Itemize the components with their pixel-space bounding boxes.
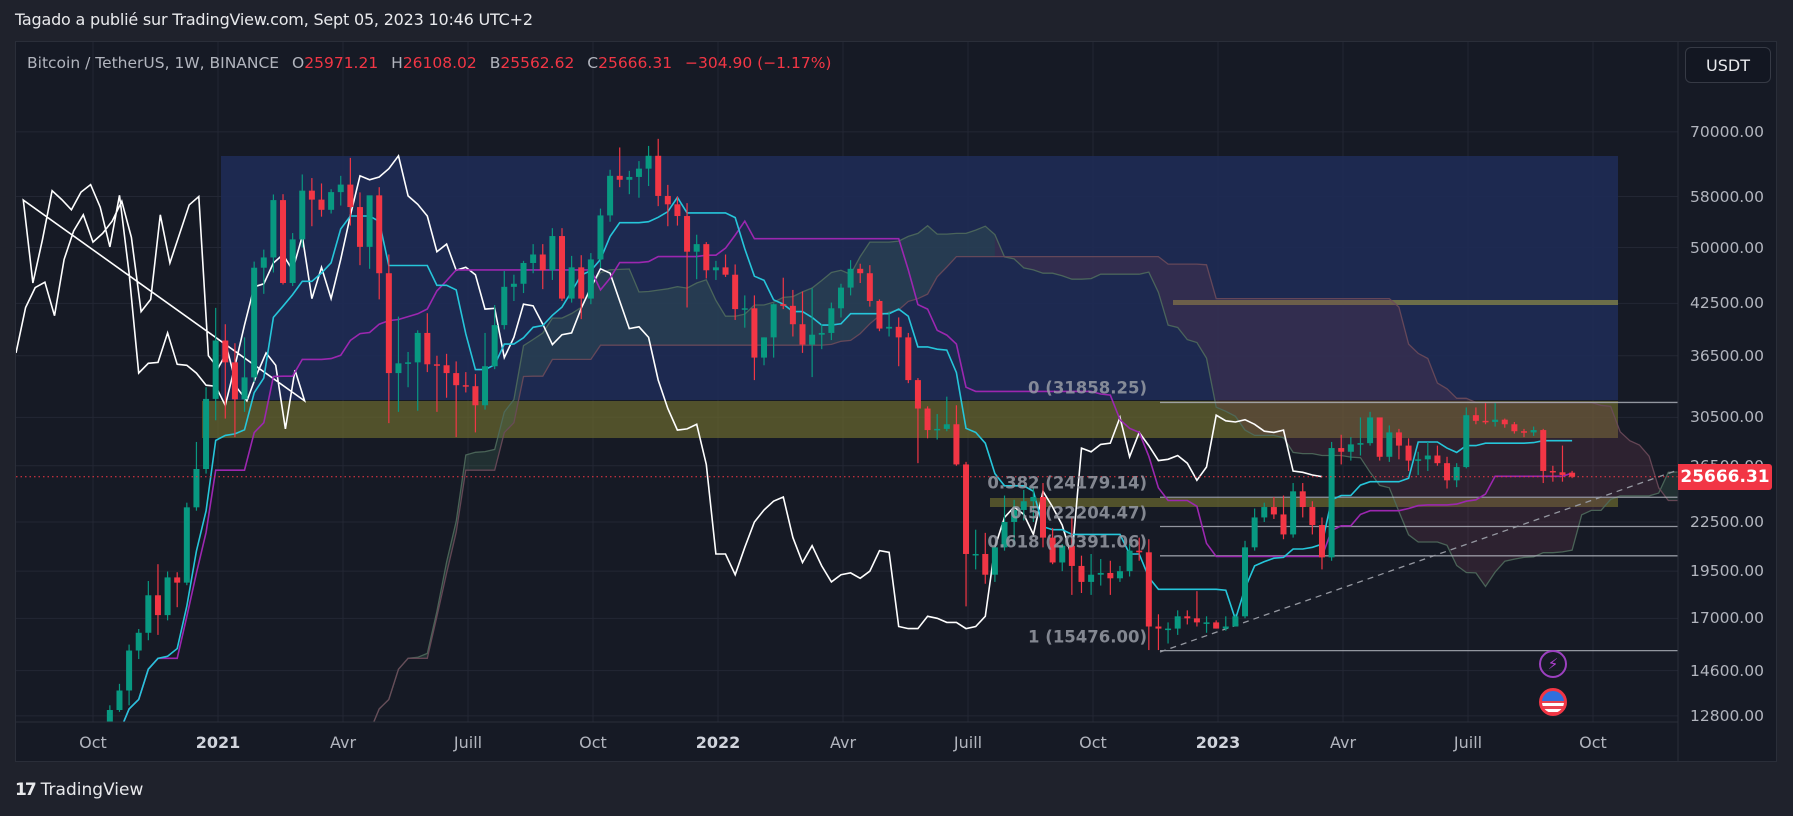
price-tick-label: 30500.00 xyxy=(1690,408,1764,427)
fib-level-label: 0.618 (20391.06) xyxy=(987,532,1147,552)
time-tick-label: 2021 xyxy=(195,733,241,752)
time-tick-label: Juill xyxy=(453,733,483,752)
time-tick-label: 2022 xyxy=(695,733,741,752)
time-tick-label: Avr xyxy=(829,733,857,752)
time-tick-label: Oct xyxy=(1579,733,1607,752)
us-flag-event-icon[interactable] xyxy=(1539,688,1567,716)
price-tick-label: 12800.00 xyxy=(1690,706,1764,725)
change-value: −304.90 (−1.17%) xyxy=(685,54,832,72)
price-tick-label: 58000.00 xyxy=(1690,187,1764,206)
close-value: 25666.31 xyxy=(598,54,673,72)
symbol-legend: Bitcoin / TetherUS, 1W, BINANCE O25971.2… xyxy=(27,54,831,72)
low-value: 25562.62 xyxy=(500,54,575,72)
price-tick-label: 22500.00 xyxy=(1690,512,1764,531)
lightning-event-icon[interactable]: ⚡ xyxy=(1539,650,1567,678)
high-value: 26108.02 xyxy=(402,54,477,72)
fib-level-label: 0.5 (22204.47) xyxy=(1010,503,1147,523)
resistance-box xyxy=(221,156,1618,400)
price-tick-label: 14600.00 xyxy=(1690,661,1764,680)
time-tick-label: Oct xyxy=(1079,733,1107,752)
tradingview-logo[interactable]: 17 TradingView xyxy=(15,780,143,800)
price-tick-label: 17000.00 xyxy=(1690,609,1764,628)
low-key: B xyxy=(489,54,501,72)
currency-button[interactable]: USDT xyxy=(1685,47,1771,83)
published-header: Tagado a publié sur TradingView.com, Sep… xyxy=(15,10,533,29)
time-tick-label: Oct xyxy=(79,733,107,752)
time-tick-label: Juill xyxy=(953,733,983,752)
open-value: 25971.21 xyxy=(304,54,379,72)
time-tick-label: Avr xyxy=(329,733,357,752)
price-tick-label: 42500.00 xyxy=(1690,294,1764,313)
price-tick-label: 70000.00 xyxy=(1690,122,1764,141)
tradingview-brand: TradingView xyxy=(40,780,144,800)
time-tick-label: Oct xyxy=(579,733,607,752)
fib-level-label: 0.382 (24179.14) xyxy=(987,473,1147,493)
open-key: O xyxy=(292,54,305,72)
price-tick-label: 19500.00 xyxy=(1690,562,1764,581)
fib-level-label: 0 (31858.25) xyxy=(1028,378,1147,398)
high-key: H xyxy=(391,54,403,72)
last-price-badge: 25666.31 xyxy=(1678,464,1772,490)
tradingview-mark-icon: 17 xyxy=(15,780,37,800)
line-42500 xyxy=(1173,300,1618,305)
time-tick-label: 2023 xyxy=(1195,733,1241,752)
time-tick-label: Juill xyxy=(1453,733,1483,752)
close-key: C xyxy=(587,54,599,72)
time-tick-label: Avr xyxy=(1329,733,1357,752)
price-tick-label: 36500.00 xyxy=(1690,346,1764,365)
fib-level-label: 1 (15476.00) xyxy=(1028,627,1147,647)
symbol-title[interactable]: Bitcoin / TetherUS, 1W, BINANCE xyxy=(27,54,280,72)
price-tick-label: 50000.00 xyxy=(1690,238,1764,257)
